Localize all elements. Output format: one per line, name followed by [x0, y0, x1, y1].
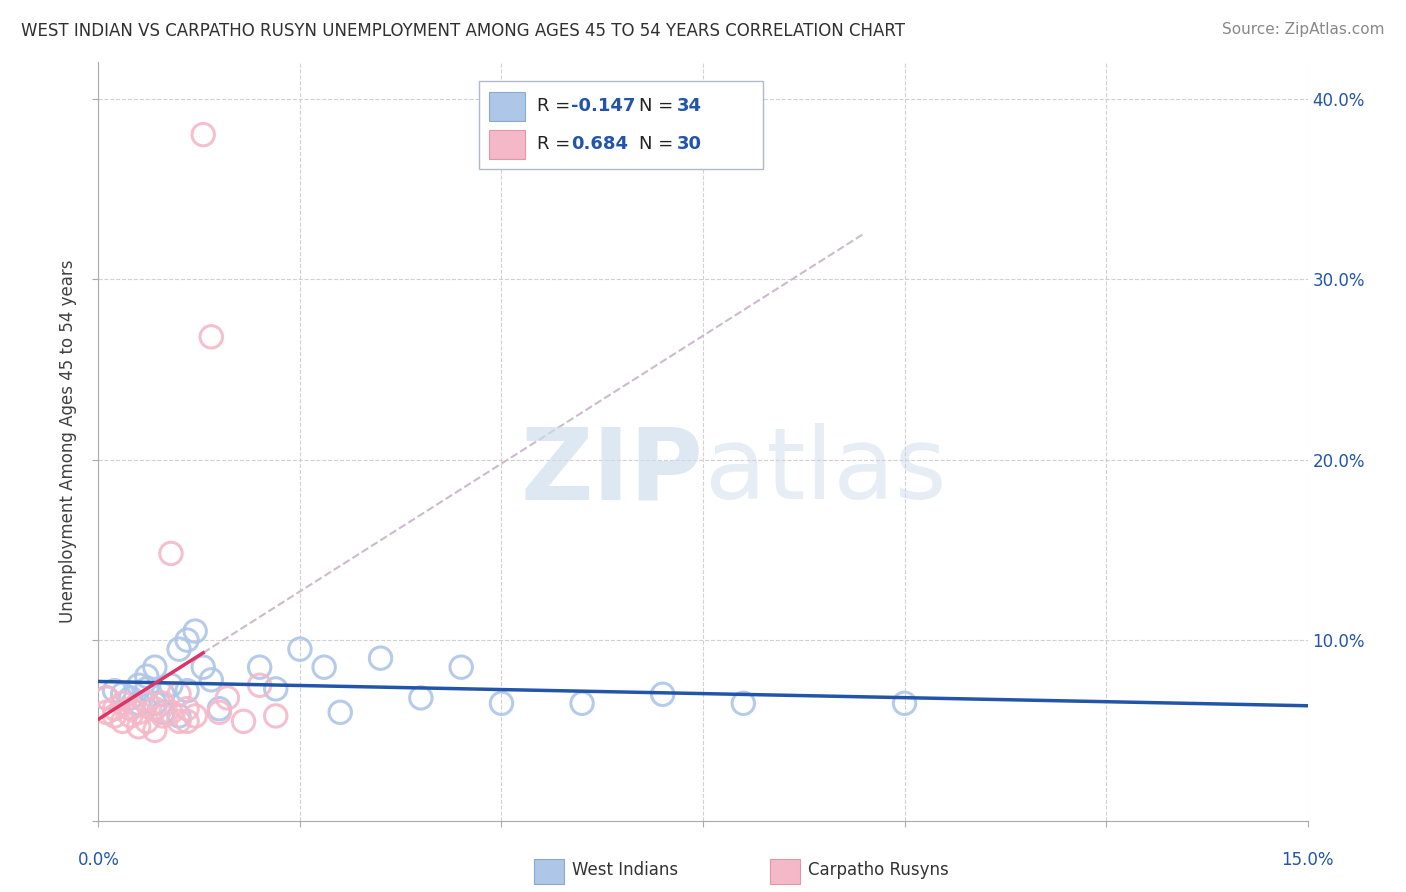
Point [143, 723, 166, 738]
Point [128, 696, 150, 710]
Point [193, 128, 215, 142]
Text: Carpatho Rusyns: Carpatho Rusyns [808, 861, 949, 879]
Point [152, 687, 174, 701]
FancyBboxPatch shape [479, 81, 763, 169]
Point [249, 660, 271, 674]
Point [176, 683, 198, 698]
Point [152, 709, 174, 723]
Text: Source: ZipAtlas.com: Source: ZipAtlas.com [1222, 22, 1385, 37]
Point [409, 690, 432, 705]
Point [152, 696, 174, 710]
Point [491, 696, 513, 710]
Point [128, 720, 150, 734]
FancyBboxPatch shape [489, 130, 526, 159]
Point [176, 702, 198, 716]
Text: WEST INDIAN VS CARPATHO RUSYN UNEMPLOYMENT AMONG AGES 45 TO 54 YEARS CORRELATION: WEST INDIAN VS CARPATHO RUSYN UNEMPLOYME… [21, 22, 905, 40]
Point [370, 651, 392, 665]
Y-axis label: Unemployment Among Ages 45 to 54 years: Unemployment Among Ages 45 to 54 years [59, 260, 77, 624]
Point [571, 696, 593, 710]
Point [96, 690, 118, 705]
Point [103, 683, 125, 698]
Point [160, 706, 183, 720]
Point [167, 709, 190, 723]
Point [103, 709, 125, 723]
Point [232, 714, 254, 729]
Point [184, 709, 207, 723]
Text: R =: R = [537, 135, 576, 153]
Text: 34: 34 [676, 97, 702, 115]
Point [208, 706, 231, 720]
Point [329, 706, 352, 720]
Point [193, 660, 215, 674]
Point [120, 709, 142, 723]
FancyBboxPatch shape [489, 92, 526, 120]
Point [208, 702, 231, 716]
Point [184, 624, 207, 639]
Point [160, 546, 183, 560]
Point [152, 706, 174, 720]
Point [135, 696, 157, 710]
Point [120, 702, 142, 716]
Point [96, 690, 118, 705]
Point [143, 702, 166, 716]
Point [111, 687, 134, 701]
Text: R =: R = [537, 97, 576, 115]
Point [893, 696, 915, 710]
Point [128, 678, 150, 692]
Text: N =: N = [638, 97, 679, 115]
Point [111, 714, 134, 729]
Point [143, 660, 166, 674]
Text: 30: 30 [676, 135, 702, 153]
Point [103, 702, 125, 716]
FancyBboxPatch shape [769, 859, 800, 884]
Point [450, 660, 472, 674]
Point [264, 681, 287, 696]
FancyBboxPatch shape [534, 859, 564, 884]
Point [167, 642, 190, 657]
Point [651, 687, 673, 701]
Point [135, 681, 157, 696]
Point [288, 642, 311, 657]
Point [733, 696, 755, 710]
Point [200, 673, 222, 687]
Text: West Indians: West Indians [572, 861, 679, 879]
Point [128, 706, 150, 720]
Text: atlas: atlas [706, 424, 948, 520]
Text: 0.0%: 0.0% [77, 851, 120, 869]
Point [167, 714, 190, 729]
Point [264, 709, 287, 723]
Point [135, 714, 157, 729]
Point [120, 690, 142, 705]
Point [96, 706, 118, 720]
Point [176, 633, 198, 648]
Point [167, 687, 190, 701]
Point [160, 678, 183, 692]
Point [314, 660, 336, 674]
Text: ZIP: ZIP [520, 424, 703, 520]
Point [111, 696, 134, 710]
Point [249, 678, 271, 692]
Text: -0.147: -0.147 [571, 97, 636, 115]
Text: N =: N = [638, 135, 679, 153]
Point [200, 330, 222, 344]
Point [143, 696, 166, 710]
Text: 15.0%: 15.0% [1281, 851, 1334, 869]
Point [135, 669, 157, 683]
Point [217, 690, 239, 705]
Point [176, 714, 198, 729]
Text: 0.684: 0.684 [571, 135, 628, 153]
